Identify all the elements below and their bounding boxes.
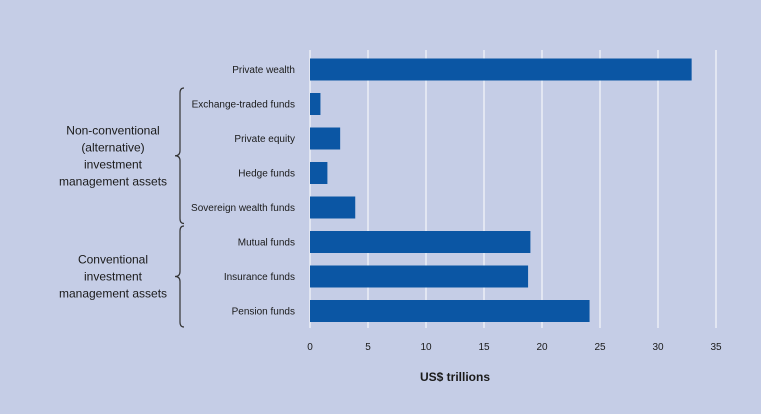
x-tick-label: 10 (420, 342, 432, 353)
category-labels: Private wealth Exchange-traded funds Priva… (191, 65, 295, 318)
group-label: management assets (59, 287, 167, 301)
x-tick-labels: 0 5 10 15 20 25 30 35 (307, 342, 722, 353)
category-label: Private wealth (232, 65, 295, 76)
group-label: (alternative) (81, 140, 144, 154)
x-tick-label: 0 (307, 342, 313, 353)
group-label: management assets (59, 174, 167, 188)
category-label: Insurance funds (224, 272, 295, 283)
bar (310, 58, 692, 81)
x-tick-label: 5 (365, 342, 371, 353)
x-tick-label: 35 (710, 342, 722, 353)
bar (310, 265, 529, 288)
category-label: Private equity (234, 134, 295, 145)
category-label: Mutual funds (238, 238, 295, 249)
category-label: Sovereign wealth funds (191, 203, 295, 214)
group-label: Non-conventional (66, 123, 159, 137)
bar (310, 162, 328, 184)
bar (310, 127, 341, 150)
category-label: Pension funds (232, 307, 295, 318)
category-label: Hedge funds (238, 169, 295, 180)
group-brackets: Non-conventional (alternative) investment m… (59, 87, 185, 328)
category-label: Exchange-traded funds (192, 100, 295, 111)
group-label: Conventional (78, 253, 148, 267)
group-bracket (174, 87, 185, 225)
group-label: investment (84, 157, 143, 171)
x-tick-label: 15 (478, 342, 490, 353)
x-tick-label: 30 (652, 342, 664, 353)
bars (310, 58, 692, 322)
x-tick-label: 20 (536, 342, 548, 353)
x-axis-label: US$ trillions (420, 370, 490, 384)
bar (310, 300, 590, 322)
x-tick-label: 25 (594, 342, 606, 353)
grid-lines (309, 50, 717, 328)
group-label: investment (84, 270, 143, 284)
bar (310, 231, 531, 253)
bar (310, 93, 321, 115)
bar (310, 196, 356, 219)
group-bracket (174, 225, 185, 328)
